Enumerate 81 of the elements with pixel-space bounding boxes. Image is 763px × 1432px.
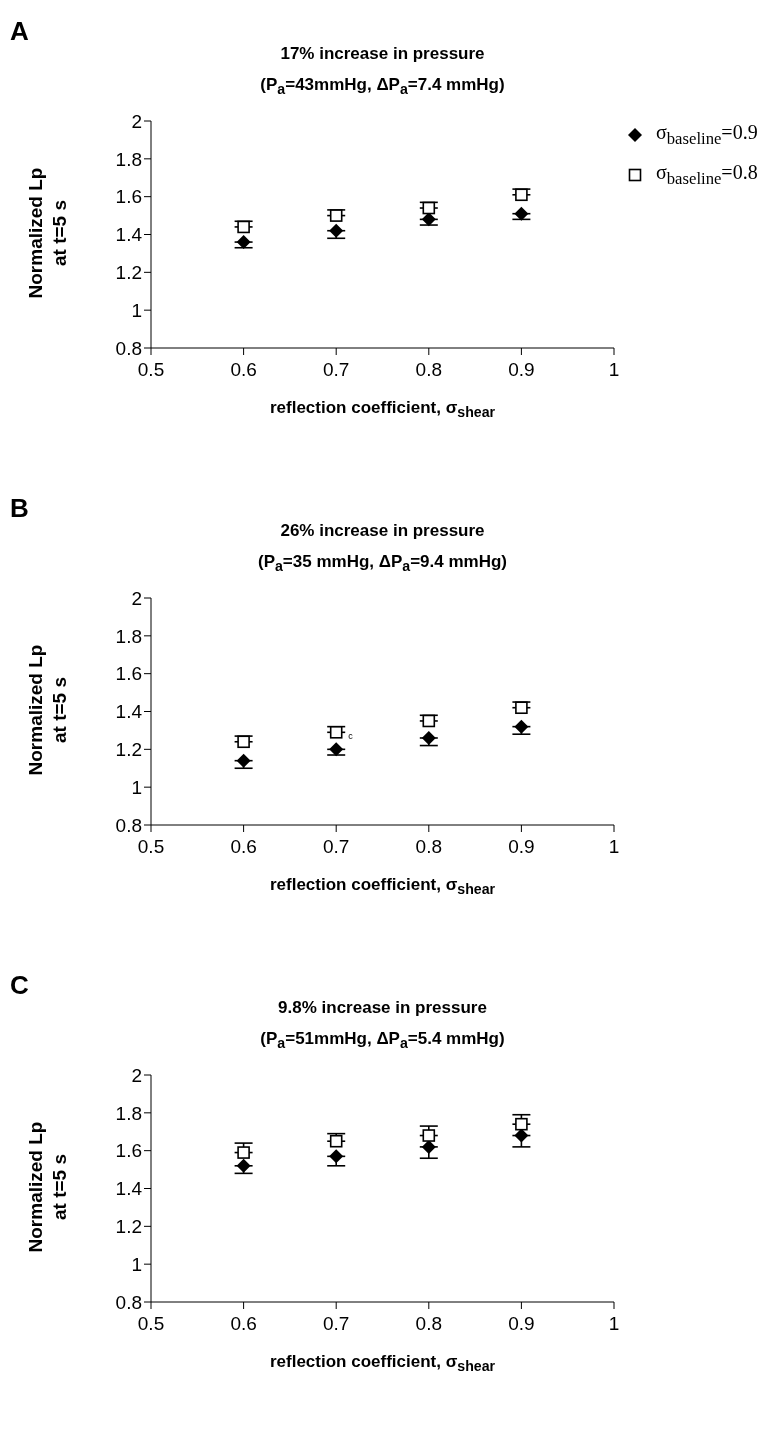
chart-subtitle: (P$_{a}$=43mmHg, ΔP$_{a}$=7.4 mmHg): [259, 74, 506, 100]
y-tick-label: 1.2: [115, 1216, 142, 1238]
y-tick-label: 1.6: [115, 1140, 142, 1162]
chart-title: 17% increase in pressure: [279, 43, 486, 65]
y-tick-label: 1.8: [115, 1102, 142, 1124]
y-axis-title: Normalized Lp at t=5 s: [24, 1121, 71, 1253]
y-tick-label: 0.8: [115, 814, 142, 836]
x-axis-title: reflection coefficient, σ$_{shear}$: [268, 398, 497, 421]
point: [236, 753, 251, 768]
point: [515, 188, 528, 202]
point: [514, 206, 529, 221]
point: [514, 1128, 529, 1143]
x-tick-label: 0.6: [230, 836, 257, 858]
point: [515, 1117, 528, 1131]
x-tick-label: 0.6: [230, 1313, 257, 1335]
x-tick-label: 0.8: [415, 1313, 443, 1335]
point: [237, 735, 250, 749]
y-tick-label: 1: [131, 776, 142, 798]
text: A: [10, 16, 29, 47]
x-tick-label: 0.5: [137, 359, 165, 381]
chart-subtitle: (P$_{a}$=35 mmHg, ΔP$_{a}$=9.4 mmHg): [256, 551, 509, 577]
point: [329, 209, 343, 222]
point: [237, 220, 250, 234]
y-tick-label: 1.6: [115, 663, 142, 685]
point: [329, 1149, 344, 1164]
x-tick-label: 0.5: [137, 1313, 165, 1335]
point: [421, 730, 436, 745]
x-tick-label: 1: [608, 1313, 620, 1335]
point: [236, 1158, 251, 1173]
y-tick-label: 0.8: [115, 337, 142, 359]
y-tick-label: 1.4: [115, 701, 143, 723]
y-axis-title: Normalized Lp at t=5 s: [24, 167, 71, 299]
y-tick-label: 2: [131, 587, 142, 609]
legend-label: σ$_{baseline}$=0.9: [656, 121, 758, 149]
chart-title: 9.8% increase in pressure: [277, 997, 488, 1019]
x-tick-label: 0.9: [508, 836, 535, 858]
y-tick-label: 0.8: [115, 1291, 142, 1313]
x-tick-label: 0.8: [415, 359, 443, 381]
y-tick-label: 1.2: [115, 262, 142, 284]
x-axis-title: reflection coefficient, σ$_{shear}$: [268, 875, 497, 898]
chart-subtitle: (P$_{a}$=51mmHg, ΔP$_{a}$=5.4 mmHg): [259, 1028, 506, 1054]
y-tick-label: 1.2: [115, 739, 142, 761]
x-tick-label: 1: [608, 836, 620, 858]
point: [329, 742, 344, 757]
point: [421, 212, 436, 227]
x-tick-label: 0.6: [230, 359, 257, 381]
point: [329, 726, 343, 739]
x-tick-label: 0.9: [508, 359, 535, 381]
y-tick-label: 1.4: [115, 1178, 143, 1200]
point: [422, 201, 436, 215]
y-tick-label: 1.8: [115, 148, 142, 170]
text: B: [10, 493, 29, 524]
point: [237, 1146, 250, 1159]
point: [422, 1129, 436, 1142]
y-tick-label: 1.8: [115, 625, 142, 647]
x-tick-label: 0.8: [415, 836, 443, 858]
y-tick-label: 1: [131, 299, 142, 321]
point: [329, 223, 344, 238]
x-tick-label: 0.7: [322, 1313, 350, 1335]
y-tick-label: 2: [131, 110, 142, 132]
point: [329, 1134, 343, 1148]
x-tick-label: 0.7: [322, 836, 350, 858]
y-tick-label: 1.6: [115, 186, 142, 208]
y-tick-label: 1.4: [115, 224, 143, 246]
point: [514, 719, 529, 734]
x-tick-label: 0.9: [508, 1313, 535, 1335]
point: [236, 235, 251, 250]
y-axis-title: Normalized Lp at t=5 s: [24, 644, 71, 776]
y-tick-label: 2: [131, 1064, 142, 1086]
point: [515, 701, 528, 715]
x-tick-label: 0.5: [137, 836, 165, 858]
chart-title: 26% increase in pressure: [279, 520, 486, 542]
x-tick-label: 1: [608, 359, 620, 381]
x-tick-label: 0.7: [322, 359, 350, 381]
x-axis-title: reflection coefficient, σ$_{shear}$: [268, 1352, 497, 1375]
point: [421, 1139, 436, 1154]
y-tick-label: 1: [131, 1253, 142, 1275]
legend-label: σ$_{baseline}$=0.8: [656, 161, 758, 189]
text: C: [10, 970, 29, 1001]
point: [422, 714, 436, 728]
annotation: c: [348, 730, 354, 741]
